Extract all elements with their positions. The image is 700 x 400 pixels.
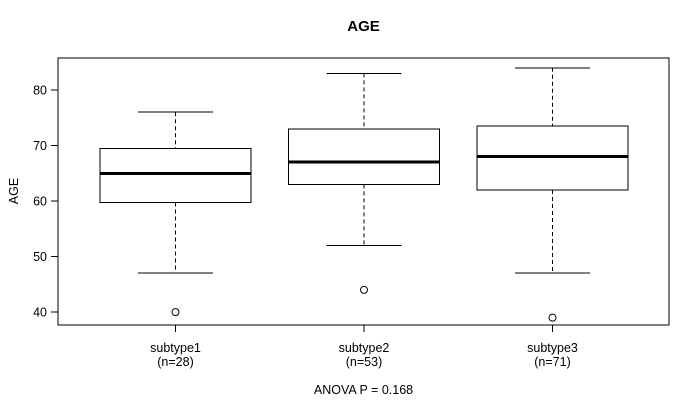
chart-title: AGE bbox=[347, 18, 380, 35]
y-tick-label: 40 bbox=[33, 306, 47, 320]
iqr-box-subtype2 bbox=[288, 128, 440, 185]
y-tick-label: 60 bbox=[33, 195, 47, 209]
x-tick-label-group-3: subtype3 (n=71) bbox=[463, 341, 643, 369]
group-label: subtype2 bbox=[338, 341, 390, 355]
group-n-label: (n=53) bbox=[345, 355, 383, 369]
group-label: subtype1 bbox=[150, 341, 201, 355]
y-tick-label: 80 bbox=[33, 84, 47, 98]
group-n-label: (n=71) bbox=[534, 355, 571, 369]
group-n-label: (n=28) bbox=[157, 355, 194, 369]
outlier-point-subtype1 bbox=[171, 308, 180, 317]
outlier-point-subtype2 bbox=[360, 285, 368, 294]
outlier-point-subtype3 bbox=[548, 313, 557, 322]
group-label: subtype3 bbox=[527, 341, 578, 355]
y-tick-label: 70 bbox=[33, 139, 47, 153]
y-tick-label: 50 bbox=[33, 250, 47, 264]
x-tick-label-group-1: subtype1 (n=28) bbox=[86, 341, 266, 369]
x-tick-label-group-2: subtype2 (n=53) bbox=[274, 341, 454, 369]
iqr-box-subtype1 bbox=[99, 147, 252, 203]
anova-annotation: ANOVA P = 0.168 bbox=[313, 383, 414, 397]
